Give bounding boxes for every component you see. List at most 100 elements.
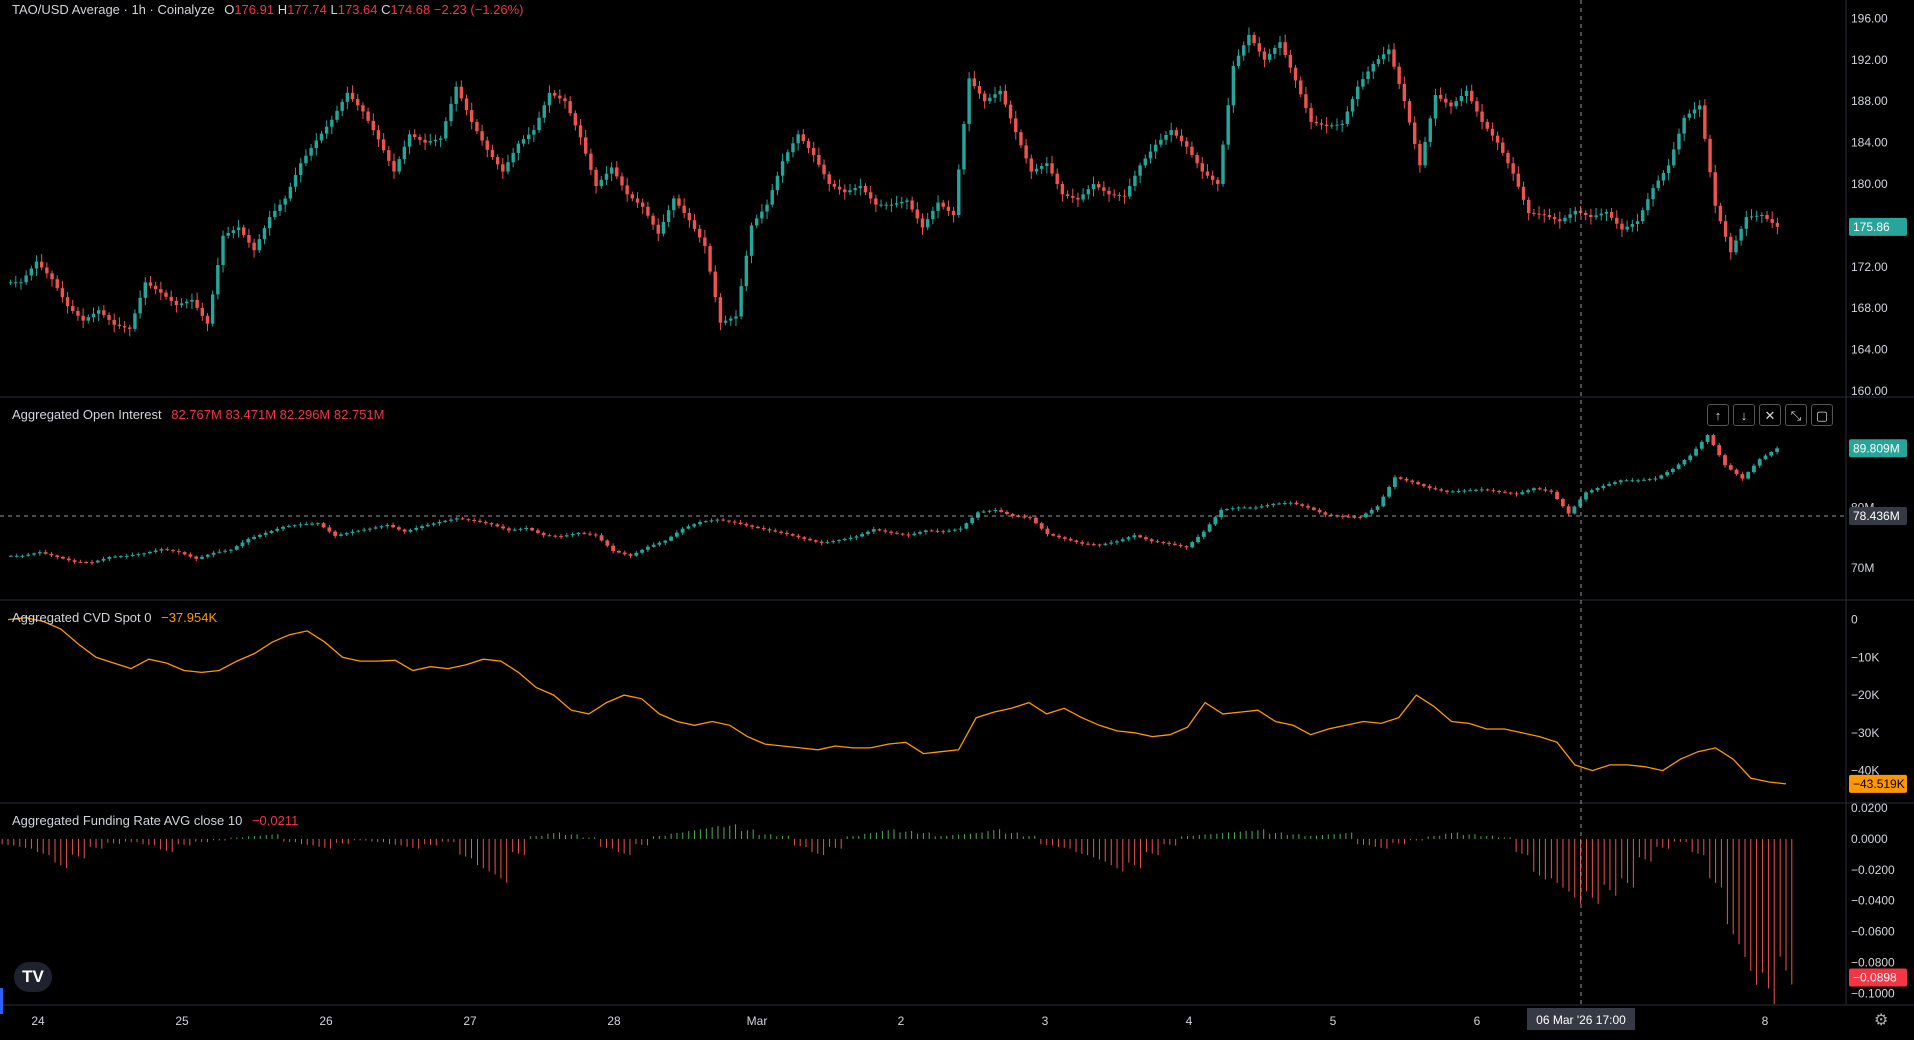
candle-body: [923, 530, 928, 533]
candle-body: [1475, 101, 1479, 112]
candle-body: [444, 121, 448, 139]
candle-body: [319, 133, 324, 141]
candle-body: [1444, 98, 1448, 103]
candle-body: [552, 92, 557, 96]
candle-body: [8, 555, 13, 557]
candle-body: [234, 546, 239, 550]
candle-body: [304, 155, 308, 164]
close-pane-button[interactable]: ✕: [1759, 404, 1781, 426]
candle-body: [252, 242, 256, 251]
candle-body: [848, 537, 853, 539]
candle-body: [920, 218, 925, 228]
candle-body: [999, 509, 1004, 512]
candle-body: [1646, 199, 1650, 211]
candle-body: [263, 532, 268, 535]
tradingview-logo-icon[interactable]: TV: [14, 962, 52, 992]
candle-body: [860, 534, 865, 537]
candle-body: [1416, 482, 1420, 485]
maximize-pane-button[interactable]: ▢: [1811, 404, 1833, 426]
candle-body: [1526, 199, 1531, 213]
candle-body: [786, 152, 790, 162]
candle-body: [1097, 544, 1102, 546]
candle-body: [1692, 109, 1697, 114]
candle-body: [1661, 172, 1666, 181]
candle-body: [1699, 441, 1704, 449]
candle-body: [713, 271, 717, 298]
high-label: H: [277, 2, 288, 17]
candle-body: [1711, 435, 1716, 446]
candle-body: [738, 522, 743, 524]
candle-body: [1503, 491, 1507, 493]
candle-body: [379, 526, 384, 528]
candle-body: [708, 246, 712, 272]
gear-icon[interactable]: ⚙: [1874, 1012, 1889, 1029]
candle-body: [1311, 507, 1316, 510]
y-tick-label: 160.00: [1851, 384, 1888, 398]
candle-body: [205, 554, 210, 557]
candle-body: [1609, 211, 1614, 218]
candle-body: [1532, 212, 1536, 214]
candle-body: [1257, 43, 1261, 52]
collapse-pane-button[interactable]: ⤡: [1785, 404, 1807, 426]
candle-body: [1381, 496, 1386, 507]
candle-body: [1352, 516, 1357, 518]
candle-body: [651, 544, 656, 547]
candle-body: [130, 554, 135, 556]
y-tick-label: −10K: [1851, 650, 1879, 664]
candle-body: [86, 317, 91, 321]
candle-body: [1028, 517, 1032, 519]
candle-body: [879, 204, 883, 206]
cvd-line: [7, 617, 1787, 785]
candle-body: [1132, 535, 1137, 538]
y-tick-label: 0.0200: [1851, 801, 1888, 815]
candle-body: [50, 273, 54, 280]
candle-body: [1350, 99, 1355, 112]
candle-body: [1149, 539, 1154, 542]
candle-body: [842, 538, 847, 541]
candle-body: [1062, 537, 1067, 539]
candle-body: [1010, 513, 1015, 516]
candle-body: [1319, 123, 1324, 125]
candle-body: [1479, 489, 1484, 491]
candle-body: [1387, 486, 1392, 497]
candle-body: [1630, 223, 1635, 227]
candle-body: [1299, 80, 1303, 95]
candle-body: [894, 532, 899, 534]
candle-body: [247, 235, 251, 243]
candle-body: [240, 542, 245, 547]
candle-body: [530, 528, 534, 531]
oi-crosshair-badge-bg: [1849, 507, 1907, 525]
candle-body: [1361, 79, 1365, 87]
candle-body: [387, 150, 391, 161]
candle-body: [428, 141, 432, 143]
fr-value: −0.0211: [251, 813, 299, 828]
candle-body: [1682, 460, 1687, 465]
candle-body: [470, 110, 474, 122]
candle-body: [1552, 217, 1557, 220]
candle-body: [1014, 118, 1018, 133]
candle-body: [1653, 478, 1658, 480]
candle-body: [356, 530, 361, 532]
candle-body: [1102, 187, 1106, 191]
y-tick-label: 196.00: [1851, 11, 1888, 25]
move-up-button[interactable]: ↑: [1707, 404, 1729, 426]
move-down-button[interactable]: ↓: [1733, 404, 1755, 426]
candle-body: [252, 536, 257, 539]
candle-body: [837, 186, 842, 190]
candle-body: [309, 148, 313, 156]
candle-body: [1407, 101, 1412, 123]
candle-body: [182, 552, 187, 555]
candle-body: [1665, 472, 1669, 476]
candle-body: [1757, 459, 1762, 466]
candle-body: [1656, 180, 1660, 189]
candle-body: [454, 86, 458, 104]
candle-body: [1172, 543, 1177, 545]
candle-body: [516, 143, 521, 153]
candle-body: [1468, 490, 1473, 492]
candle-body: [165, 549, 170, 551]
candle-body: [1236, 507, 1241, 509]
candle-body: [368, 528, 372, 530]
candle-body: [1300, 504, 1305, 506]
candle-body: [1294, 502, 1299, 505]
